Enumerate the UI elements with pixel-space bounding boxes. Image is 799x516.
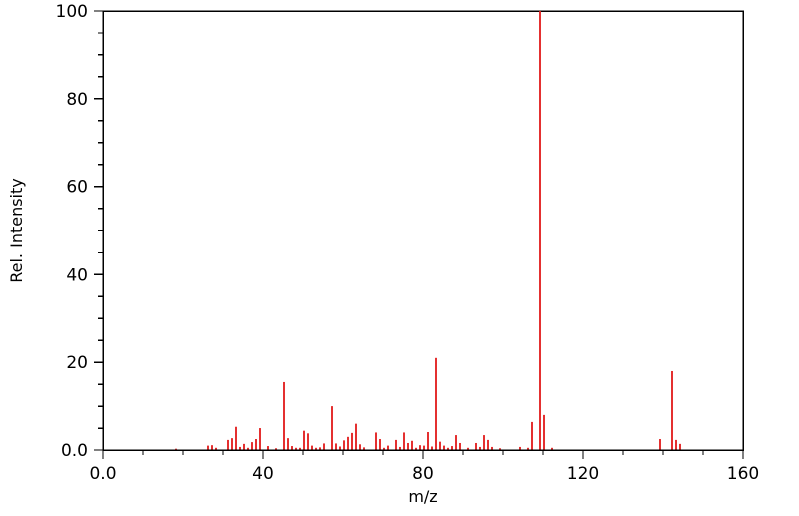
- x-axis-label: m/z: [408, 487, 437, 506]
- y-tick-label: 20: [66, 353, 88, 373]
- x-tick-label: 40: [252, 464, 274, 484]
- plot-box: [102, 10, 744, 451]
- axis-tick-labels: 0.0 40 80 120 160 0.0 20 40 60 80 100: [56, 2, 760, 484]
- axis-ticks: [94, 10, 744, 459]
- spectrum-peaks: [175, 11, 681, 450]
- y-tick-label: 0.0: [61, 441, 88, 461]
- y-tick-label: 80: [66, 90, 88, 110]
- plot-frame: [102, 10, 744, 451]
- y-tick-label: 40: [66, 265, 88, 285]
- x-tick-label: 80: [412, 464, 434, 484]
- x-tick-label: 0.0: [89, 464, 116, 484]
- x-tick-label: 120: [567, 464, 599, 484]
- y-axis-label: Rel. Intensity: [7, 178, 26, 283]
- y-tick-label: 60: [66, 178, 88, 198]
- x-tick-label: 160: [727, 464, 759, 484]
- y-tick-label: 100: [56, 2, 88, 22]
